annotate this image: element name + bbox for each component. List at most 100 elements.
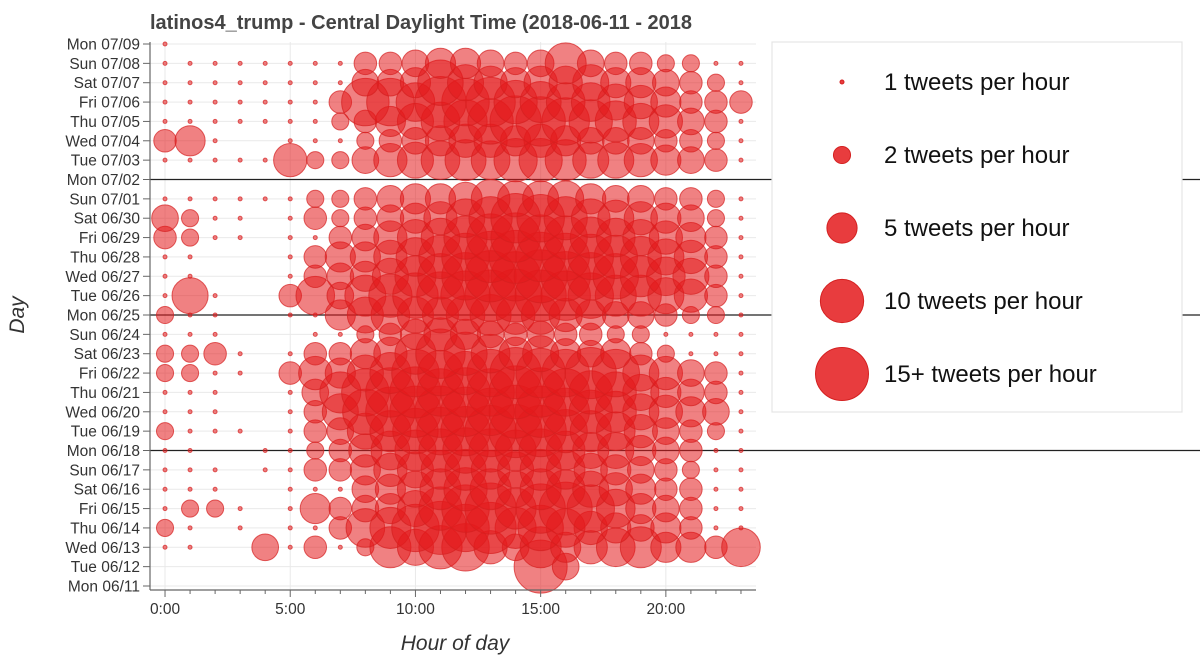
legend-label: 1 tweets per hour [884,69,1069,96]
bubble [312,138,318,144]
y-tick-label: Sat 06/23 [74,346,140,363]
bubble [162,331,168,337]
bubble [237,99,243,105]
bubble [171,277,209,315]
y-tick-label: Tue 06/26 [71,288,140,305]
bubble [287,467,293,473]
bubble [353,187,378,211]
bubble [331,151,350,170]
bubble [328,225,353,250]
bubble [706,73,725,92]
bubble [713,351,719,357]
bubble [181,499,200,518]
bubble [353,51,378,76]
bubble [738,448,744,453]
y-tick-label: Fri 06/22 [79,366,140,383]
bubble [706,209,725,228]
bubble [237,235,243,241]
bubble [162,273,168,279]
bubble [312,331,318,337]
bubble [713,60,719,66]
bubble [738,60,744,66]
bubble [287,525,293,531]
bubble [306,189,325,208]
bubble [212,138,218,144]
bubble [237,157,243,163]
bubble [704,361,728,385]
y-tick-label: Mon 06/18 [67,443,140,460]
bubble [181,228,200,247]
bubble [187,60,193,66]
bubble [187,467,193,473]
bubble [312,60,318,66]
bubble [262,448,268,453]
bubble [262,196,268,202]
bubble [162,544,168,550]
chart-title: latinos4_trump - Central Daylight Time (… [150,12,692,34]
bubble [262,157,268,163]
bubble [677,359,705,387]
bubble [287,273,293,279]
bubble [162,486,168,492]
y-tick-label: Wed 06/20 [65,404,140,421]
bubble [162,99,168,105]
bubble [303,206,328,230]
bubble [738,506,744,512]
bubble [212,80,218,86]
bubble [575,183,607,215]
bubble [738,118,744,124]
y-tick-label: Mon 06/11 [68,579,140,596]
bubble [153,129,177,153]
y-tick-label: Mon 07/09 [67,37,140,54]
bubble [738,331,744,337]
bubble [312,118,318,124]
bubble [401,49,430,78]
bubble [679,477,703,501]
bubble [262,99,268,105]
bubble [187,409,193,415]
bubble [721,527,761,568]
bubble [738,486,744,492]
y-tick-label: Wed 06/27 [65,269,140,286]
bubble [738,525,744,531]
y-tick-label: Wed 07/04 [65,133,140,150]
y-tick-label: Wed 06/13 [65,540,140,557]
bubble [331,209,350,228]
y-tick-label: Fri 07/06 [79,95,140,112]
bubble [738,370,744,376]
bubble [212,467,218,473]
bubble [738,215,744,221]
bubble [203,341,227,366]
bubble [237,60,243,66]
legend-label: 5 tweets per hour [884,215,1069,242]
bubble [713,467,719,473]
bubble [738,235,744,241]
y-tick-label: Tue 06/19 [71,424,140,441]
y-tick-label: Tue 07/03 [71,153,140,170]
bubble [287,80,293,86]
bubble [155,518,175,537]
bubble [237,118,243,124]
bubble [287,215,293,221]
bubble [187,196,193,202]
bubble [312,486,318,492]
bubble [738,428,744,434]
y-tick-label: Sat 06/30 [74,211,141,228]
bubble [738,409,744,415]
bubble [706,189,725,208]
bubble [237,80,243,86]
bubble [278,361,302,385]
y-tick-label: Thu 07/05 [70,114,140,131]
bubble [306,151,325,170]
y-tick-label: Fri 06/15 [79,501,140,518]
bubble [187,428,193,434]
bubble [713,486,719,492]
bubble [312,80,318,86]
bubble [738,273,744,279]
bubble [174,125,206,157]
legend: 1 tweets per hour 2 tweets per hour 5 twee… [771,41,1183,413]
bubble [738,80,744,86]
bubble [187,544,193,550]
bubble [738,254,744,260]
y-tick-label: Fri 06/29 [79,230,140,247]
